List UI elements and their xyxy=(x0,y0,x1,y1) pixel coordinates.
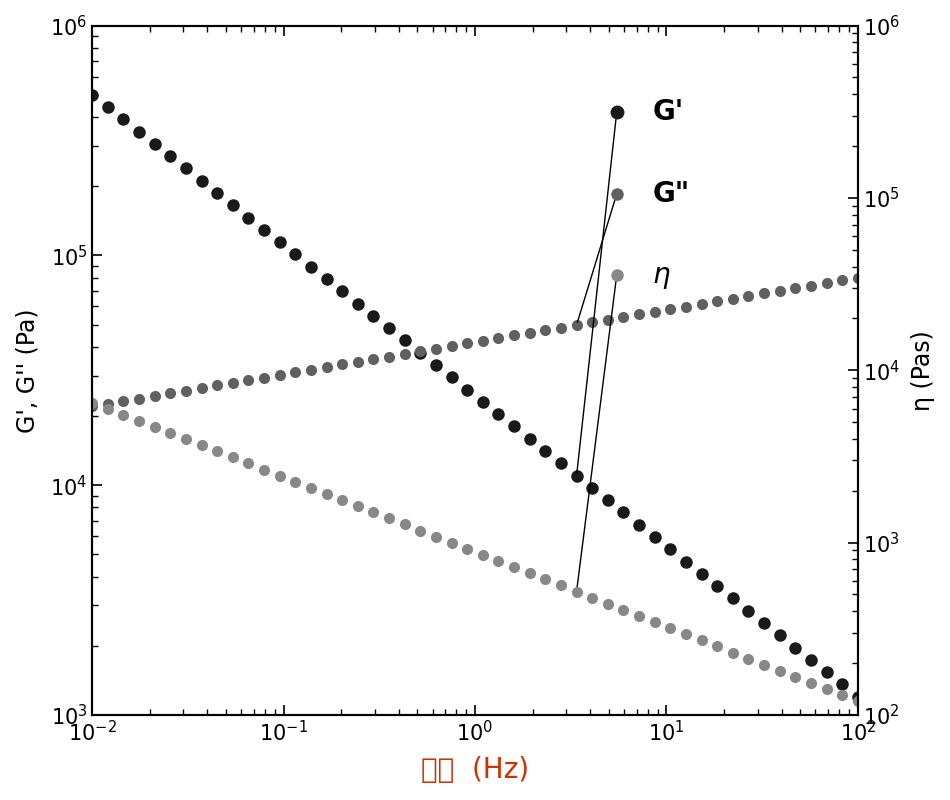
Text: G": G" xyxy=(653,180,690,208)
Text: G': G' xyxy=(653,98,684,126)
Text: η: η xyxy=(653,261,671,289)
Y-axis label: η (Pas): η (Pas) xyxy=(911,330,935,410)
Text: 频率  (Hz): 频率 (Hz) xyxy=(421,756,529,784)
Y-axis label: G', G'' (Pa): G', G'' (Pa) xyxy=(15,308,39,433)
